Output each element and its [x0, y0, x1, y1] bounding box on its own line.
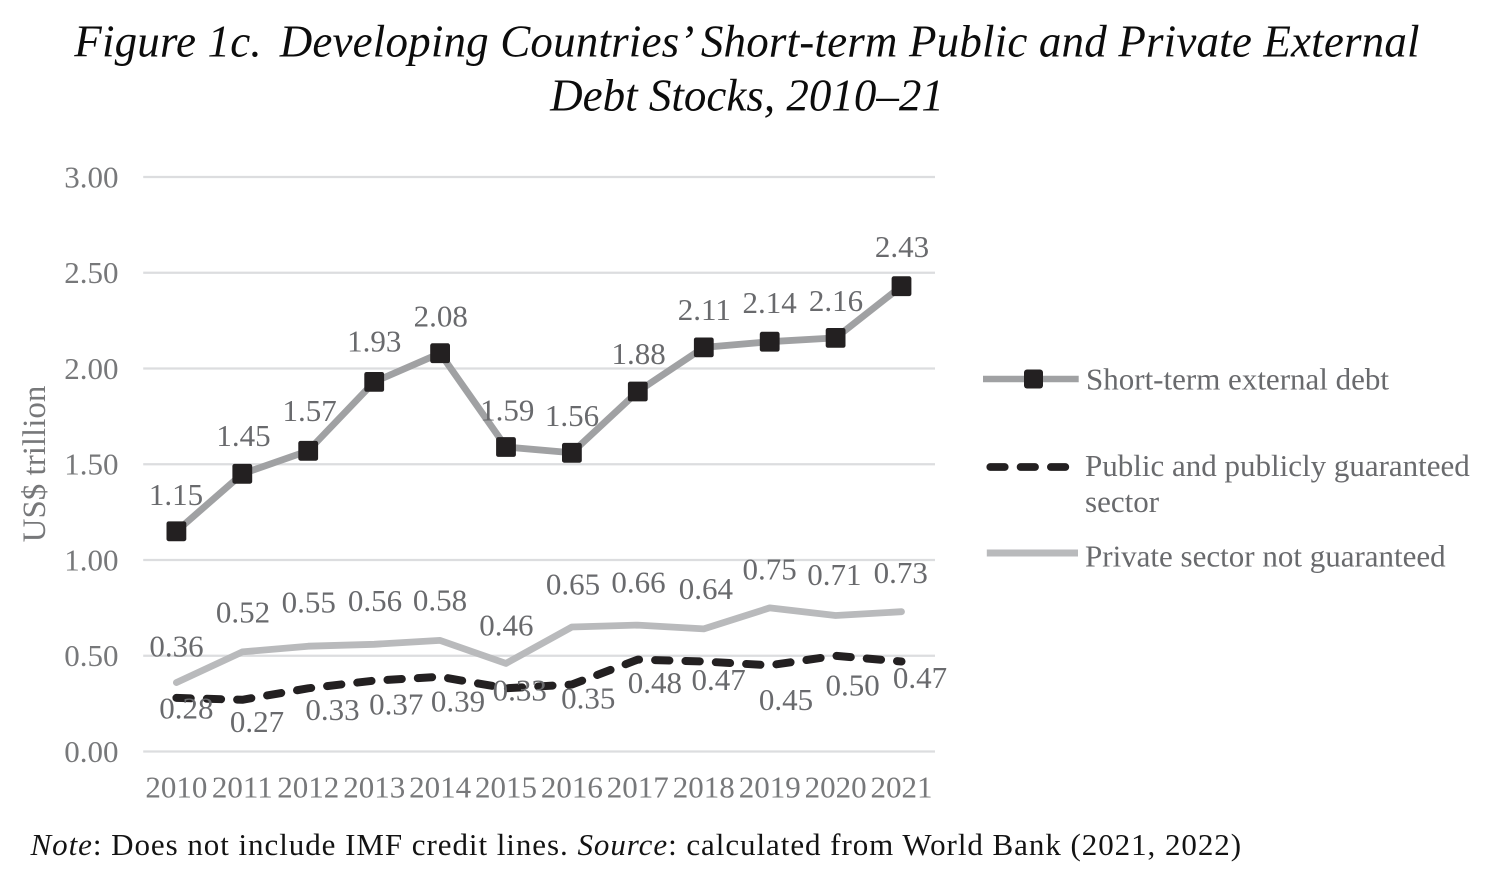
- svg-text:2015: 2015: [475, 770, 537, 805]
- svg-text:2.00: 2.00: [64, 351, 118, 386]
- svg-text:2020: 2020: [805, 770, 867, 805]
- svg-text:0.00: 0.00: [64, 734, 118, 769]
- svg-text:0.71: 0.71: [807, 557, 861, 592]
- svg-text:3.00: 3.00: [64, 159, 118, 194]
- svg-text:2.08: 2.08: [414, 299, 468, 334]
- svg-text:0.48: 0.48: [628, 665, 682, 700]
- svg-text:0.47: 0.47: [691, 662, 745, 697]
- svg-text:2021: 2021: [871, 770, 933, 805]
- svg-text:1.57: 1.57: [282, 393, 336, 428]
- svg-text:US$ trillion: US$ trillion: [17, 386, 53, 543]
- svg-text:2.50: 2.50: [64, 255, 118, 290]
- svg-text:0.50: 0.50: [825, 668, 879, 703]
- svg-text:0.35: 0.35: [561, 681, 615, 716]
- svg-text:2018: 2018: [673, 770, 735, 805]
- svg-text:2.43: 2.43: [875, 229, 929, 264]
- svg-text:2019: 2019: [739, 770, 801, 805]
- svg-text:sector: sector: [1085, 484, 1160, 519]
- svg-text:0.39: 0.39: [431, 684, 485, 719]
- svg-text:2.14: 2.14: [742, 285, 797, 320]
- svg-text:Note: Does not include IMF cre: Note: Does not include IMF credit lines.…: [30, 827, 1243, 862]
- svg-text:1.00: 1.00: [64, 542, 118, 577]
- svg-text:1.45: 1.45: [216, 418, 270, 453]
- svg-text:2017: 2017: [607, 770, 669, 805]
- svg-text:2.11: 2.11: [678, 292, 731, 327]
- svg-text:1.59: 1.59: [480, 392, 534, 427]
- svg-text:2010: 2010: [145, 770, 207, 805]
- svg-text:0.64: 0.64: [679, 571, 734, 606]
- svg-text:1.15: 1.15: [149, 477, 203, 512]
- svg-text:0.46: 0.46: [479, 608, 533, 643]
- svg-text:Figure 1c. Developing Countrie: Figure 1c. Developing Countries’ Short-t…: [73, 17, 1419, 67]
- svg-text:0.33: 0.33: [493, 673, 547, 708]
- svg-text:2014: 2014: [409, 770, 472, 805]
- svg-text:0.33: 0.33: [305, 692, 359, 727]
- svg-text:0.36: 0.36: [149, 628, 203, 663]
- svg-text:0.56: 0.56: [348, 583, 402, 618]
- svg-text:Debt Stocks, 2010–21: Debt Stocks, 2010–21: [549, 71, 944, 121]
- svg-text:1.88: 1.88: [611, 336, 665, 371]
- svg-text:0.58: 0.58: [413, 583, 467, 618]
- svg-text:2011: 2011: [212, 770, 273, 805]
- svg-text:2016: 2016: [541, 770, 603, 805]
- svg-text:Private sector not guaranteed: Private sector not guaranteed: [1085, 539, 1446, 574]
- svg-text:2012: 2012: [277, 770, 339, 805]
- svg-text:0.47: 0.47: [893, 660, 947, 695]
- svg-text:0.65: 0.65: [546, 567, 600, 602]
- svg-text:1.50: 1.50: [64, 447, 118, 482]
- svg-text:2013: 2013: [343, 770, 405, 805]
- svg-text:0.55: 0.55: [282, 585, 336, 620]
- svg-text:0.66: 0.66: [611, 565, 665, 600]
- svg-text:0.37: 0.37: [369, 686, 423, 721]
- svg-text:0.27: 0.27: [230, 704, 284, 739]
- svg-text:0.45: 0.45: [759, 682, 813, 717]
- svg-text:0.28: 0.28: [159, 690, 213, 725]
- svg-text:0.52: 0.52: [216, 595, 270, 630]
- svg-text:Short-term external debt: Short-term external debt: [1086, 361, 1389, 396]
- svg-text:0.73: 0.73: [874, 555, 928, 590]
- svg-text:0.50: 0.50: [64, 638, 118, 673]
- svg-text:2.16: 2.16: [809, 283, 863, 318]
- svg-text:1.56: 1.56: [545, 398, 599, 433]
- svg-text:0.75: 0.75: [742, 552, 796, 587]
- svg-text:1.93: 1.93: [347, 324, 401, 359]
- svg-text:Public and publicly guaranteed: Public and publicly guaranteed: [1085, 448, 1470, 483]
